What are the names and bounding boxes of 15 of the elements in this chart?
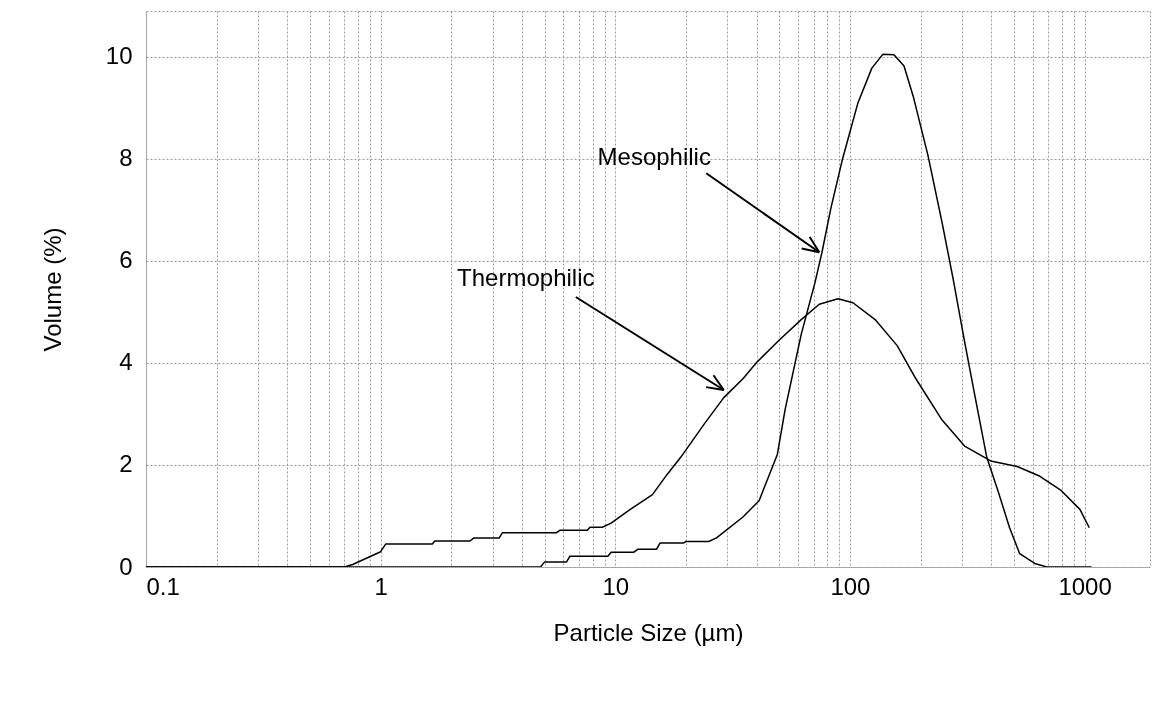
x-axis-title: Particle Size (µm) — [553, 618, 744, 646]
annotation: Mesophilic — [597, 143, 711, 171]
y-tick-label: 4 — [119, 348, 133, 376]
y-axis-title: Volume (%) — [38, 227, 66, 352]
y-tick-label: 0 — [119, 552, 133, 580]
x-tick-label: 0.1 — [146, 572, 180, 600]
x-tick-label: 1000 — [1058, 572, 1112, 600]
x-tick-label: 1 — [374, 572, 388, 600]
x-tick-label: 10 — [602, 572, 630, 600]
y-tick-label: 2 — [119, 450, 133, 478]
y-tick-label: 10 — [105, 42, 133, 70]
x-tick-label: 100 — [830, 572, 871, 600]
annotation: Thermophilic — [457, 264, 595, 291]
y-tick-label: 8 — [119, 144, 133, 172]
y-tick-label: 6 — [119, 246, 133, 274]
